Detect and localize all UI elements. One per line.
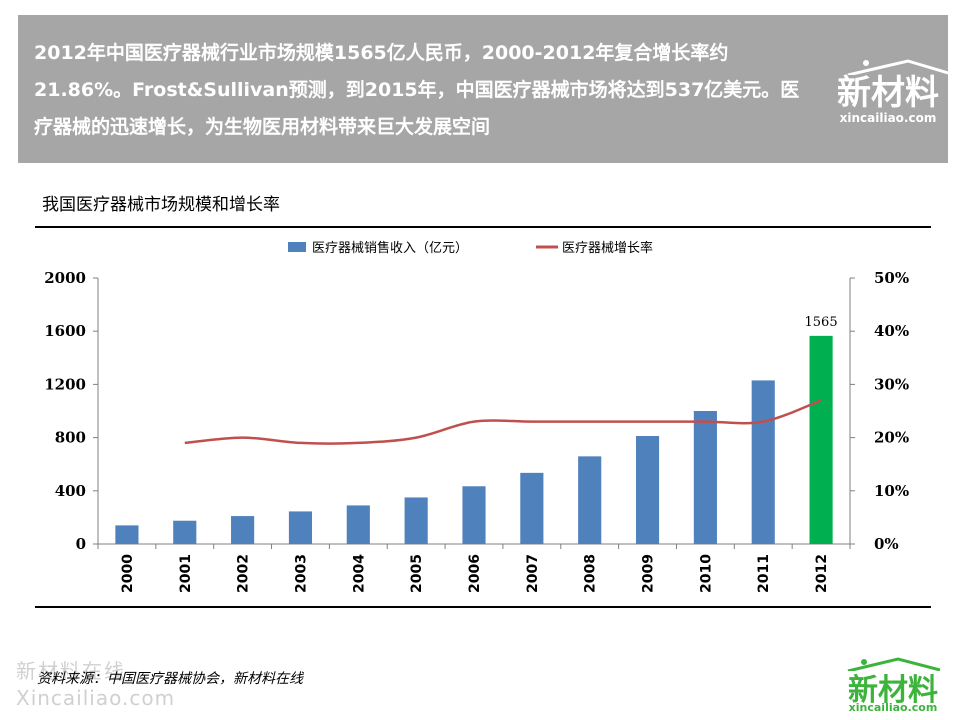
x-tick-label: 2006 [467, 554, 483, 593]
bar-2004 [346, 505, 370, 544]
roof-icon-green [847, 657, 941, 671]
x-tick-label: 2011 [756, 554, 772, 593]
bar-2012 [809, 335, 833, 544]
watermark: 新材料在线 Xincailiao.com [16, 655, 175, 710]
brand-logo: 新材料 xincailiao.com [828, 55, 948, 135]
chart-axes: 0 400 800 1200 1600 2000 0% 10% 20% 30% 40% 50% 2000… [44, 269, 909, 593]
chart-labels: 1565 [805, 315, 838, 330]
right-tick-label: 40% [874, 322, 909, 340]
bar-2003 [288, 511, 313, 544]
chart-title: 我国医疗器械市场规模和增长率 [42, 195, 280, 215]
right-tick-label: 10% [874, 482, 909, 500]
bar-2007 [520, 472, 544, 544]
header-band: 2012年中国医疗器械行业市场规模1565亿人民币，2000-2012年复合增长… [18, 15, 948, 163]
x-tick-label: 2001 [178, 554, 194, 593]
bottom-logo: 新材料 xincailiao.com [836, 655, 950, 717]
x-tick-label: 2010 [698, 554, 714, 593]
left-tick-label: 1200 [44, 375, 86, 393]
legend-swatch-bar [288, 242, 306, 252]
data-label-2012: 1565 [805, 315, 838, 330]
x-tick-label: 2008 [583, 554, 599, 593]
headline: 2012年中国医疗器械行业市场规模1565亿人民币，2000-2012年复合增长… [34, 42, 800, 138]
x-tick-label: 2004 [351, 554, 367, 593]
left-tick-label: 800 [55, 429, 86, 447]
right-tick-label: 0% [874, 535, 899, 553]
source-note: 资料来源：中国医疗器械协会，新材料在线 [37, 671, 303, 687]
x-tick-label: 2005 [409, 554, 425, 593]
bar-2008 [578, 456, 602, 544]
logo-text: 新材料 [837, 73, 939, 113]
left-tick-label: 2000 [44, 269, 86, 287]
bar-2011 [751, 380, 775, 544]
growth-rate-line [184, 399, 822, 445]
logo-url: xincailiao.com [839, 111, 937, 125]
bar-2000 [115, 525, 139, 544]
watermark-text-cn: 新材料在线 [16, 659, 126, 683]
bar-2002 [231, 516, 255, 544]
x-tick-label: 2012 [814, 554, 830, 593]
bottom-rule [35, 606, 931, 608]
x-tick-label: 2000 [120, 554, 136, 593]
bottom-logo-text: 新材料 [848, 673, 938, 708]
bar-2010 [693, 411, 717, 544]
x-tick-label: 2003 [293, 554, 309, 593]
bar-2001 [173, 520, 197, 544]
x-tick-label: 2002 [236, 554, 252, 593]
legend-label-bar: 医疗器械销售收入（亿元） [312, 240, 468, 256]
left-tick-label: 400 [55, 482, 86, 500]
bar-2009 [635, 436, 660, 544]
right-tick-label: 30% [874, 375, 909, 393]
x-tick-label: 2009 [641, 554, 657, 593]
left-tick-label: 0 [76, 535, 86, 553]
left-tick-label: 1600 [44, 322, 86, 340]
line-series [184, 399, 822, 445]
watermark-text-url: Xincailiao.com [16, 686, 176, 710]
bar-2005 [404, 497, 428, 544]
bar-2006 [462, 486, 486, 544]
bottom-logo-url: xincailiao.com [848, 701, 938, 714]
bar-series [115, 335, 833, 544]
right-tick-label: 50% [874, 269, 909, 287]
top-rule [35, 226, 931, 228]
roof-icon [847, 59, 948, 75]
legend-label-line: 医疗器械增长率 [562, 240, 653, 256]
right-tick-label: 20% [874, 429, 909, 447]
chart-legend: 医疗器械销售收入（亿元） 医疗器械增长率 [288, 240, 653, 256]
x-tick-label: 2007 [525, 554, 541, 593]
